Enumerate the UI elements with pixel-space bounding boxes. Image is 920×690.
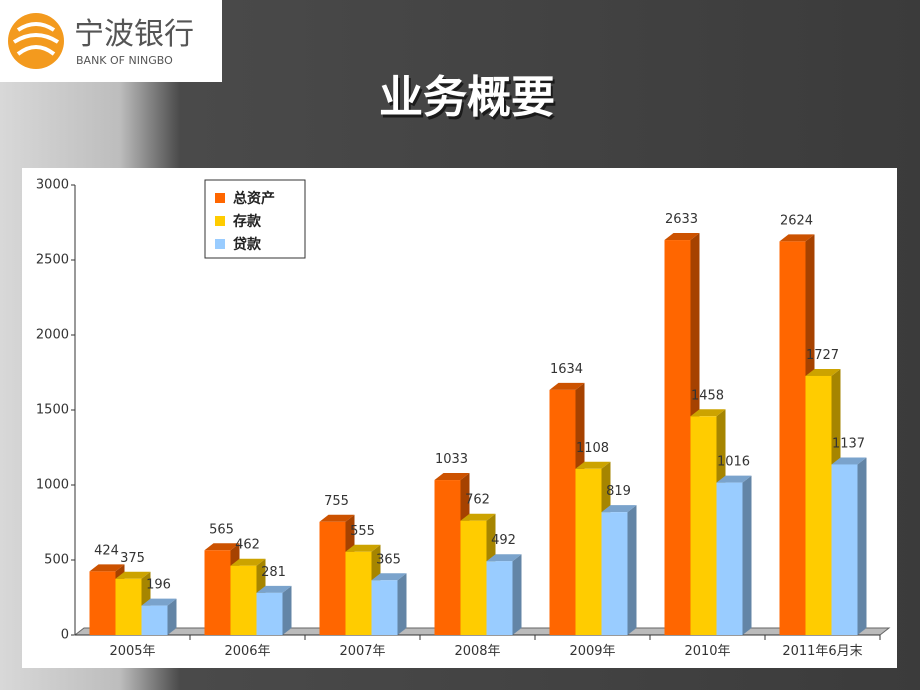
bar-top xyxy=(690,409,726,417)
value-label: 1458 xyxy=(691,388,724,403)
bar-side xyxy=(512,554,522,635)
legend-swatch xyxy=(215,193,225,203)
bar-top xyxy=(319,514,355,522)
bar-top xyxy=(141,598,177,606)
value-label: 565 xyxy=(209,522,234,537)
bar xyxy=(256,592,283,635)
bar xyxy=(486,561,513,635)
bar xyxy=(805,375,832,635)
y-tick-label: 2000 xyxy=(36,328,69,343)
bar-top xyxy=(486,554,522,562)
bar xyxy=(831,464,858,635)
bar-top xyxy=(460,513,496,521)
y-tick-label: 3000 xyxy=(36,178,69,193)
logo-name: 宁波银行 xyxy=(74,17,194,52)
bar xyxy=(779,241,806,635)
value-label: 365 xyxy=(376,552,401,567)
y-tick-label: 1000 xyxy=(36,478,69,493)
legend-label: 总资产 xyxy=(233,190,275,207)
bar xyxy=(434,480,461,635)
slide-title: 业务概要 xyxy=(379,72,555,123)
bar xyxy=(141,605,168,635)
logo-name-en: BANK OF NINGBO xyxy=(76,54,173,67)
value-label: 462 xyxy=(235,538,260,553)
bar xyxy=(230,565,257,635)
value-label: 762 xyxy=(465,493,490,508)
value-label: 819 xyxy=(606,484,631,499)
bar xyxy=(345,551,372,635)
bar xyxy=(601,512,628,635)
bar xyxy=(575,468,602,635)
y-tick-label: 0 xyxy=(61,628,69,643)
bar-side xyxy=(167,598,177,635)
value-label: 1727 xyxy=(806,348,839,363)
value-label: 755 xyxy=(324,494,349,509)
bar-top xyxy=(434,473,470,481)
x-tick-label: 2010年 xyxy=(684,644,730,659)
bar-top xyxy=(371,573,407,581)
bar-top xyxy=(831,457,867,465)
y-tick-label: 1500 xyxy=(36,403,69,418)
bar xyxy=(664,240,691,636)
legend-swatch xyxy=(215,239,225,249)
y-tick-label: 500 xyxy=(44,553,69,568)
value-label: 1108 xyxy=(576,441,609,456)
bar-top xyxy=(575,461,611,469)
value-label: 2624 xyxy=(780,213,813,228)
x-tick-label: 2007年 xyxy=(339,644,385,659)
value-label: 375 xyxy=(120,551,145,566)
bar-top xyxy=(805,368,841,376)
value-label: 2633 xyxy=(665,212,698,227)
bar-top xyxy=(549,382,585,390)
bar xyxy=(319,521,346,635)
bar-top xyxy=(664,233,700,241)
bar-top xyxy=(345,544,381,552)
value-label: 1634 xyxy=(550,362,583,377)
value-label: 492 xyxy=(491,533,516,548)
value-label: 281 xyxy=(261,565,286,580)
bar-top xyxy=(779,234,815,242)
bar-side xyxy=(397,573,407,635)
bar xyxy=(204,550,231,635)
bar xyxy=(460,520,487,635)
value-label: 196 xyxy=(146,578,171,593)
bar-side xyxy=(282,585,292,635)
bar xyxy=(690,416,717,635)
bar-top xyxy=(204,543,240,551)
x-tick-label: 2006年 xyxy=(224,644,270,659)
logo-icon xyxy=(8,13,64,69)
bar-side xyxy=(857,457,867,635)
bar xyxy=(89,571,116,635)
x-tick-label: 2011年6月末 xyxy=(782,644,862,659)
bar xyxy=(549,389,576,635)
value-label: 555 xyxy=(350,524,375,539)
legend-label: 贷款 xyxy=(233,236,262,253)
y-tick-label: 2500 xyxy=(36,253,69,268)
bar-top xyxy=(230,558,266,566)
bar-side xyxy=(627,505,637,635)
bar-top xyxy=(256,585,292,593)
bar-side xyxy=(742,475,752,635)
legend-swatch xyxy=(215,216,225,226)
value-label: 424 xyxy=(94,543,119,558)
bar-top xyxy=(601,505,637,513)
legend-label: 存款 xyxy=(233,213,262,230)
x-tick-label: 2008年 xyxy=(454,644,500,659)
x-tick-label: 2005年 xyxy=(109,644,155,659)
bar-top xyxy=(89,564,125,572)
bar-top xyxy=(115,571,151,579)
title-shadow: 业务概要 xyxy=(381,75,557,126)
bar xyxy=(716,482,743,635)
bar xyxy=(115,578,142,635)
bar-top xyxy=(716,475,752,483)
value-label: 1137 xyxy=(832,436,865,451)
x-tick-label: 2009年 xyxy=(569,644,615,659)
bar xyxy=(371,580,398,635)
value-label: 1033 xyxy=(435,452,468,467)
value-label: 1016 xyxy=(717,455,750,470)
